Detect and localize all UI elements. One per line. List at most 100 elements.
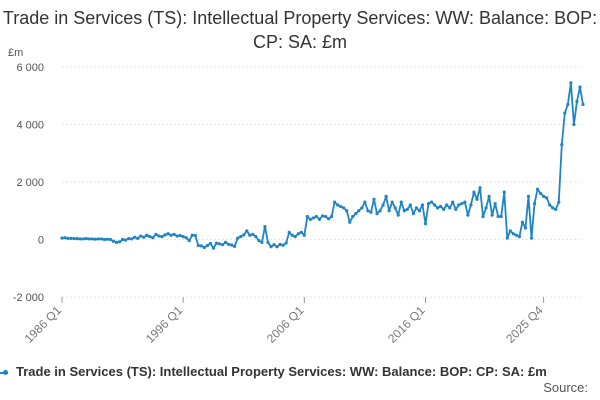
data-point [408,203,412,207]
data-point [581,102,585,106]
data-point [499,214,503,219]
data-point [375,212,379,216]
data-point [423,222,428,226]
data-point [130,237,134,241]
data-point [66,236,70,240]
data-point [448,206,452,210]
data-point [529,236,534,240]
data-point [493,201,497,206]
data-point [117,240,122,244]
data-point [469,203,473,207]
data-point [108,237,113,242]
data-point [124,238,128,242]
data-point [566,102,570,106]
data-point [278,242,282,246]
y-tick-label: 0 [38,235,44,247]
data-point [542,194,546,198]
data-point [557,200,561,204]
data-point [414,206,419,210]
data-point [99,237,103,241]
data-point [142,235,146,239]
data-point [578,85,582,89]
data-point [302,233,306,237]
data-point [351,214,355,219]
data-point [478,186,482,190]
data-point [369,210,373,214]
data-point [260,240,264,244]
data-point [405,207,409,211]
data-point [90,237,94,241]
data-point [269,245,273,249]
data-point [381,203,385,207]
data-point [472,190,476,194]
data-point [145,233,149,237]
data-point [505,236,509,240]
data-point [242,233,246,237]
data-point [78,237,82,241]
legend-label: Trade in Services (TS): Intellectual Pro… [16,364,547,379]
grid-layer [62,66,583,298]
data-point [296,232,300,236]
data-point [214,241,219,245]
legend[interactable]: Trade in Services (TS): Intellectual Pro… [0,364,600,379]
data-point [166,232,170,236]
data-point [193,233,197,238]
data-point [120,237,125,242]
data-point [160,235,164,239]
y-tick-label: 4 000 [16,120,44,132]
data-point [87,237,91,241]
data-point [281,243,285,247]
data-point [354,212,358,216]
y-tick-label: -2 000 [13,292,44,304]
data-point [154,232,158,236]
data-point [205,243,209,248]
data-point [432,203,437,207]
data-point [169,233,173,237]
data-point [517,235,521,239]
data-point [551,206,555,210]
data-point [266,240,270,244]
data-point [290,233,294,237]
data-point [275,245,279,249]
data-point [372,197,376,201]
data-point [114,240,119,244]
data-point [575,99,579,104]
data-point [457,203,461,207]
data-point [317,217,322,221]
data-point [202,245,206,250]
y-axis-label: £m [8,47,23,59]
data-point [545,196,549,200]
data-point [184,236,188,240]
data-point [420,203,425,207]
data-point [196,243,200,248]
data-point [378,209,382,213]
data-point [357,209,361,213]
data-point [287,230,291,234]
data-point [508,229,512,233]
data-point [336,203,340,207]
x-tick-label: 2025 Q4 [503,303,546,346]
data-point [148,235,152,239]
data-point [172,232,176,236]
data-point [572,122,576,127]
data-point [239,235,243,239]
series-line [61,81,584,250]
data-point [305,214,309,219]
data-point [363,200,367,204]
data-point [248,233,252,237]
data-point [463,200,467,204]
data-point [490,213,494,217]
data-point [387,209,391,213]
data-point [502,190,506,194]
data-point [333,200,337,204]
data-point [257,239,261,243]
data-point [348,220,352,224]
data-point [520,220,525,224]
data-point [411,212,415,216]
data-point [190,233,194,237]
data-point [402,209,406,213]
data-point [236,236,240,240]
data-point [329,214,334,219]
data-point [526,194,531,198]
data-point [96,237,100,241]
